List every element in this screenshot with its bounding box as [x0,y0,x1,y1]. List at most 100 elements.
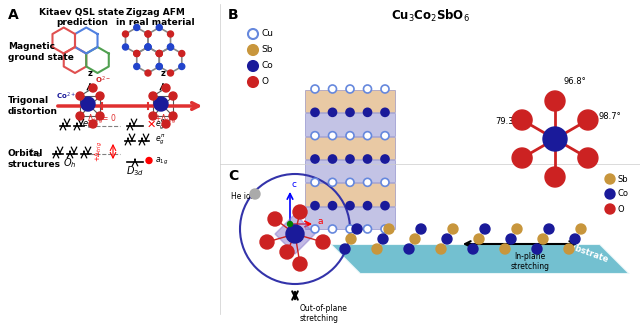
Circle shape [145,44,151,50]
Text: Magnetic
ground state: Magnetic ground state [8,42,74,62]
Circle shape [134,25,140,30]
Text: C: C [228,169,238,183]
Circle shape [179,51,185,56]
Text: $e_g^\sigma$: $e_g^\sigma$ [155,118,166,132]
Circle shape [280,245,294,259]
Circle shape [134,51,140,56]
Circle shape [381,85,389,93]
Circle shape [328,225,337,233]
Circle shape [543,127,567,151]
Text: $t_{2g}$: $t_{2g}$ [29,146,42,159]
Circle shape [605,204,615,214]
Circle shape [506,234,516,244]
Circle shape [96,92,104,100]
Circle shape [328,202,337,210]
Text: O: O [618,204,625,214]
Text: substrate: substrate [564,240,610,264]
Circle shape [545,91,565,111]
Circle shape [404,244,414,254]
Circle shape [416,224,426,234]
Circle shape [381,225,389,233]
FancyBboxPatch shape [305,137,395,159]
Circle shape [168,44,173,50]
Circle shape [364,155,371,163]
Circle shape [468,244,478,254]
Text: +$\Delta_{trig}$: +$\Delta_{trig}$ [93,141,105,162]
Circle shape [576,224,586,234]
Circle shape [248,45,258,55]
Text: 79.3°: 79.3° [495,117,518,126]
Text: Trigonal
distortion: Trigonal distortion [8,96,58,116]
Text: Co: Co [618,190,629,199]
Circle shape [372,244,382,254]
Circle shape [346,202,354,210]
Text: Sb: Sb [261,45,273,54]
FancyBboxPatch shape [305,207,395,229]
Text: Orbital
structures: Orbital structures [8,149,61,169]
Circle shape [316,235,330,249]
Circle shape [162,120,170,128]
Circle shape [156,51,163,56]
Circle shape [605,189,615,199]
Circle shape [156,51,163,56]
Circle shape [311,132,319,140]
Circle shape [564,244,574,254]
Circle shape [364,202,371,210]
Circle shape [328,85,337,93]
Circle shape [384,224,394,234]
Circle shape [346,108,354,116]
Circle shape [340,244,350,254]
Text: Kitaev QSL state
prediction: Kitaev QSL state prediction [40,8,125,28]
Circle shape [156,64,163,70]
Circle shape [149,92,157,100]
Circle shape [250,189,260,199]
Circle shape [381,202,389,210]
Circle shape [532,244,542,254]
Circle shape [364,225,371,233]
Text: $a_{1g}$: $a_{1g}$ [155,156,168,167]
Text: $\Delta_{trig}$= 0: $\Delta_{trig}$= 0 [87,113,117,126]
Text: c: c [291,180,296,189]
Circle shape [381,155,389,163]
Circle shape [448,224,458,234]
FancyBboxPatch shape [305,113,395,136]
Text: B: B [228,8,239,22]
Circle shape [154,97,168,111]
Circle shape [311,225,319,233]
Text: Co: Co [261,62,273,71]
Circle shape [293,205,307,219]
Circle shape [169,92,177,100]
Circle shape [122,44,129,50]
Circle shape [248,29,258,39]
Text: $D_{3d}$: $D_{3d}$ [126,164,144,178]
Text: O: O [261,77,268,87]
Text: Cu$_3$Co$_2$SbO$_6$: Cu$_3$Co$_2$SbO$_6$ [390,8,469,24]
FancyBboxPatch shape [305,90,395,112]
Circle shape [381,178,389,186]
Text: Zigzag AFM
in real material: Zigzag AFM in real material [116,8,195,28]
Circle shape [89,84,97,92]
Circle shape [76,92,84,100]
Circle shape [145,44,151,50]
Circle shape [156,64,163,70]
Circle shape [538,234,548,244]
FancyBboxPatch shape [305,183,395,206]
Circle shape [145,31,151,37]
Circle shape [156,25,163,30]
Circle shape [268,212,282,226]
Circle shape [145,31,151,37]
Circle shape [570,234,580,244]
Circle shape [480,224,490,234]
Circle shape [512,148,532,168]
Circle shape [328,178,337,186]
Text: a: a [317,217,323,226]
Text: 98.7°: 98.7° [598,112,621,121]
Circle shape [578,148,598,168]
Text: 96.8°: 96.8° [564,77,586,86]
Circle shape [512,110,532,130]
Circle shape [122,31,129,37]
Circle shape [168,44,173,50]
Circle shape [146,157,152,164]
Text: ✕: ✕ [147,120,156,130]
Circle shape [346,155,354,163]
